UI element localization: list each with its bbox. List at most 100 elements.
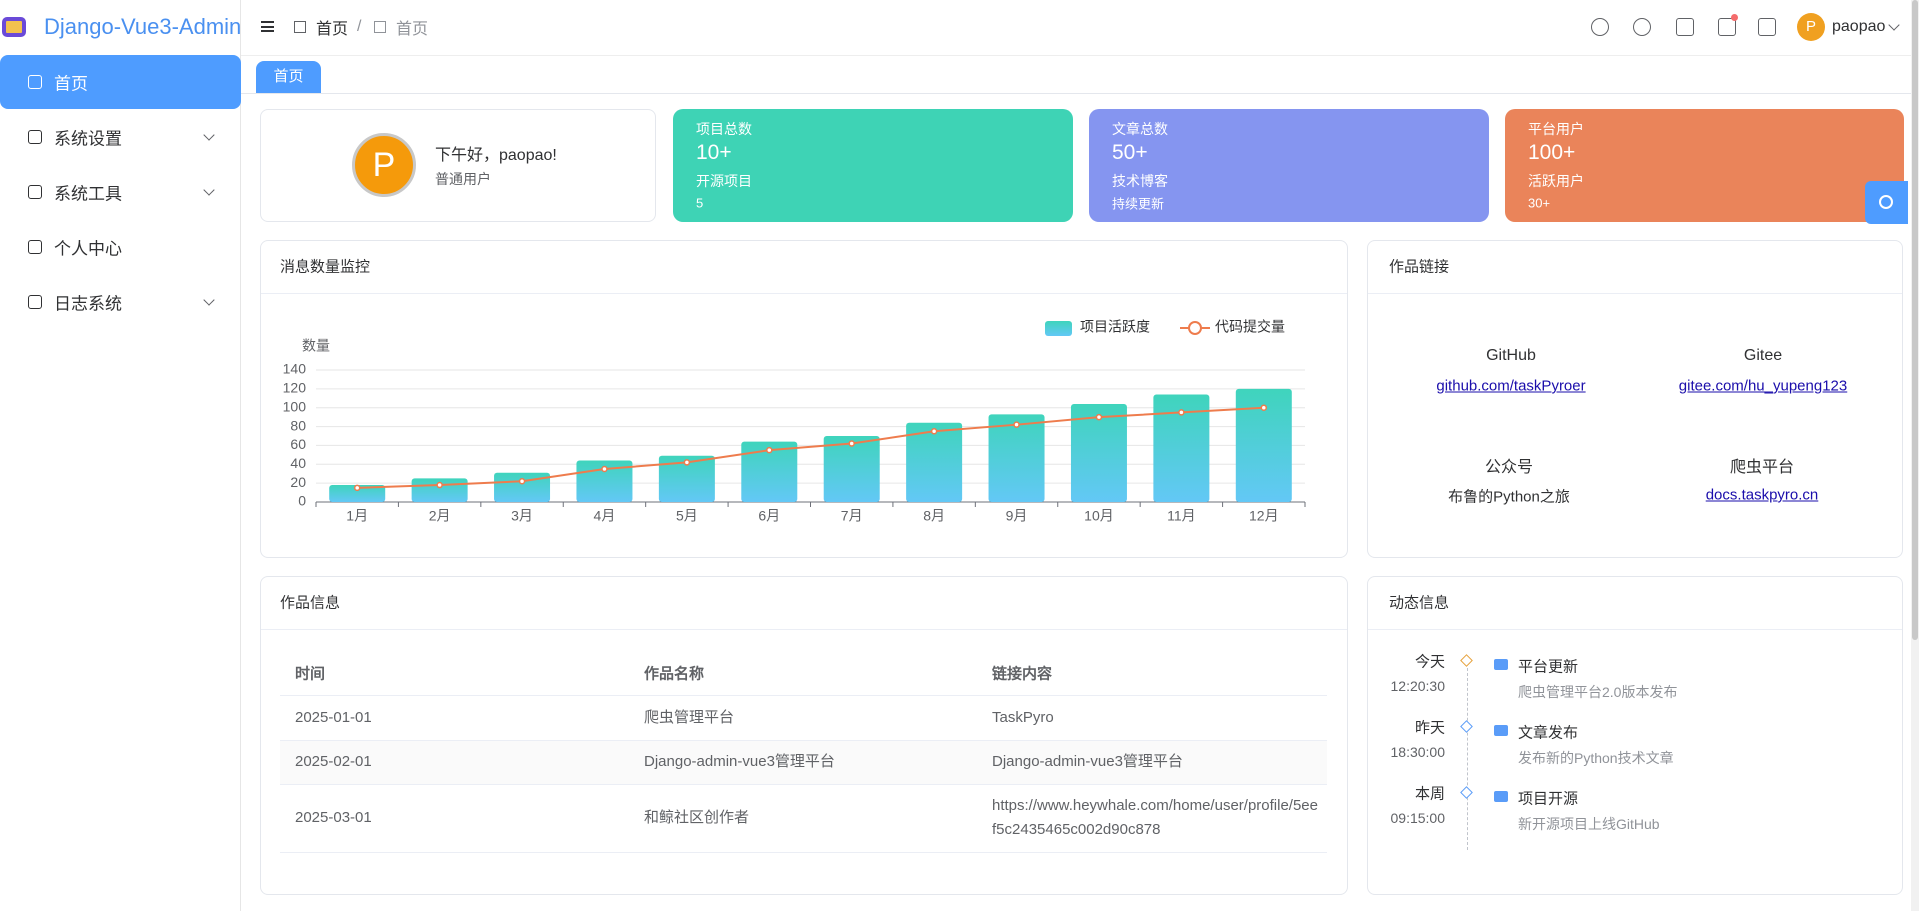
stat-label: 开源项目	[696, 173, 752, 189]
timeline-day: 本周	[1414, 785, 1445, 803]
timeline-time: 09:15:00	[1390, 810, 1446, 826]
link-name: GitHub	[1486, 347, 1536, 364]
menu-item[interactable]: 系统设置	[54, 129, 122, 149]
header-icon[interactable]	[1633, 18, 1651, 36]
stat-label: 活跃用户	[1528, 173, 1584, 189]
table-cell: Django-admin-vue3管理平台	[644, 753, 835, 770]
link-name: Gitee	[1743, 347, 1783, 364]
menu-item[interactable]: 个人中心	[54, 239, 122, 259]
hamburger-mid	[261, 26, 274, 28]
stat-sub: 30+	[1528, 195, 1551, 211]
settings-icon	[1879, 195, 1893, 209]
chevron	[1888, 19, 1900, 31]
divider	[1368, 293, 1902, 294]
panel	[260, 240, 1348, 558]
stat-title: 平台用户	[1528, 121, 1584, 137]
timeline-title: 项目开源	[1518, 790, 1579, 808]
timeline-time: 12:20:30	[1390, 678, 1446, 694]
row-line	[280, 740, 1327, 741]
timeline-icon	[1494, 659, 1508, 670]
role: 普通用户	[435, 171, 491, 187]
badge	[1731, 14, 1738, 21]
stat-value: 100+	[1528, 141, 1576, 164]
table-header: 作品名称	[644, 665, 705, 683]
header-icon[interactable]	[1718, 18, 1736, 36]
panel	[260, 109, 656, 222]
breadcrumb-sep: /	[357, 18, 362, 35]
stat-card	[1089, 109, 1489, 222]
menu-icon	[28, 75, 42, 89]
panel-title: 消息数量监控	[280, 258, 371, 276]
breadcrumb[interactable]: 首页	[316, 21, 349, 38]
link[interactable]: docs.taskpyro.cn	[1705, 486, 1819, 504]
tab[interactable]: 首页	[256, 61, 321, 93]
timeline-desc: 爬虫管理平台2.0版本发布	[1518, 684, 1678, 700]
breadcrumb: 首页	[396, 21, 429, 38]
table-cell: 2025-02-01	[295, 753, 372, 770]
link-text: 布鲁的Python之旅	[1448, 488, 1570, 506]
link-name: 爬虫平台	[1729, 459, 1795, 476]
stat-title: 文章总数	[1112, 121, 1168, 137]
timeline-line	[1467, 668, 1468, 850]
link-name: 公众号	[1484, 459, 1534, 476]
header-icon[interactable]	[1676, 18, 1694, 36]
menu-item[interactable]: 系统工具	[54, 184, 122, 204]
link[interactable]: github.com/taskPyroer	[1436, 377, 1586, 395]
table-header: 链接内容	[992, 665, 1053, 683]
panel	[1367, 240, 1903, 558]
stat-label: 技术博客	[1112, 173, 1168, 189]
menu-icon	[28, 240, 42, 254]
home-icon	[294, 21, 306, 33]
user-name[interactable]: paopao	[1832, 18, 1886, 35]
table-cell: TaskPyro	[992, 708, 1054, 726]
menu-active-bg	[0, 55, 241, 109]
panel-title: 作品链接	[1389, 258, 1450, 276]
row-bg	[280, 741, 1327, 784]
row-line	[280, 852, 1327, 853]
menu-icon	[28, 185, 42, 199]
menu-icon	[28, 130, 42, 144]
divider	[1368, 629, 1902, 630]
link[interactable]: gitee.com/hu_yupeng123	[1678, 377, 1848, 395]
timeline-desc: 发布新的Python技术文章	[1518, 750, 1674, 766]
stat-card	[673, 109, 1073, 222]
menu-item[interactable]: 首页	[54, 74, 88, 94]
divider	[261, 629, 1347, 630]
panel-title: 作品信息	[280, 594, 341, 612]
tab-bar	[241, 93, 1911, 94]
table-cell: 爬虫管理平台	[644, 708, 735, 726]
timeline-icon	[1494, 725, 1508, 736]
avatar: P	[352, 133, 416, 197]
panel	[1367, 576, 1903, 895]
table-cell: 和鲸社区创作者	[644, 809, 750, 826]
stat-title: 项目总数	[696, 121, 752, 137]
row-line	[280, 784, 1327, 785]
avatar: P	[1797, 13, 1825, 41]
timeline-day: 今天	[1414, 653, 1445, 671]
stat-card	[1505, 109, 1904, 222]
header-icon[interactable]	[1591, 18, 1609, 36]
logo	[2, 17, 26, 37]
sidebar	[0, 0, 241, 911]
home-icon	[374, 21, 386, 33]
timeline-title: 平台更新	[1518, 658, 1579, 676]
stat-value: 50+	[1112, 141, 1148, 164]
hamburger	[261, 21, 274, 32]
panel-title: 动态信息	[1389, 594, 1450, 612]
table-header: 时间	[295, 665, 326, 683]
header-icon[interactable]	[1758, 18, 1776, 36]
brand: Django-Vue3-Admin	[44, 14, 242, 39]
timeline-icon	[1494, 791, 1508, 802]
menu-item[interactable]: 日志系统	[54, 294, 122, 314]
stat-value: 10+	[696, 141, 732, 164]
timeline-time: 18:30:00	[1390, 744, 1446, 760]
divider	[261, 293, 1347, 294]
table-cell: Django-admin-vue3管理平台	[992, 753, 1183, 770]
timeline-desc: 新开源项目上线GitHub	[1518, 816, 1660, 832]
row-line	[280, 695, 1327, 696]
table-cell: 2025-03-01	[295, 809, 372, 826]
timeline-day: 昨天	[1414, 719, 1445, 737]
greeting: 下午好，paopao!	[435, 147, 557, 164]
scroll-thumb	[1912, 0, 1918, 640]
